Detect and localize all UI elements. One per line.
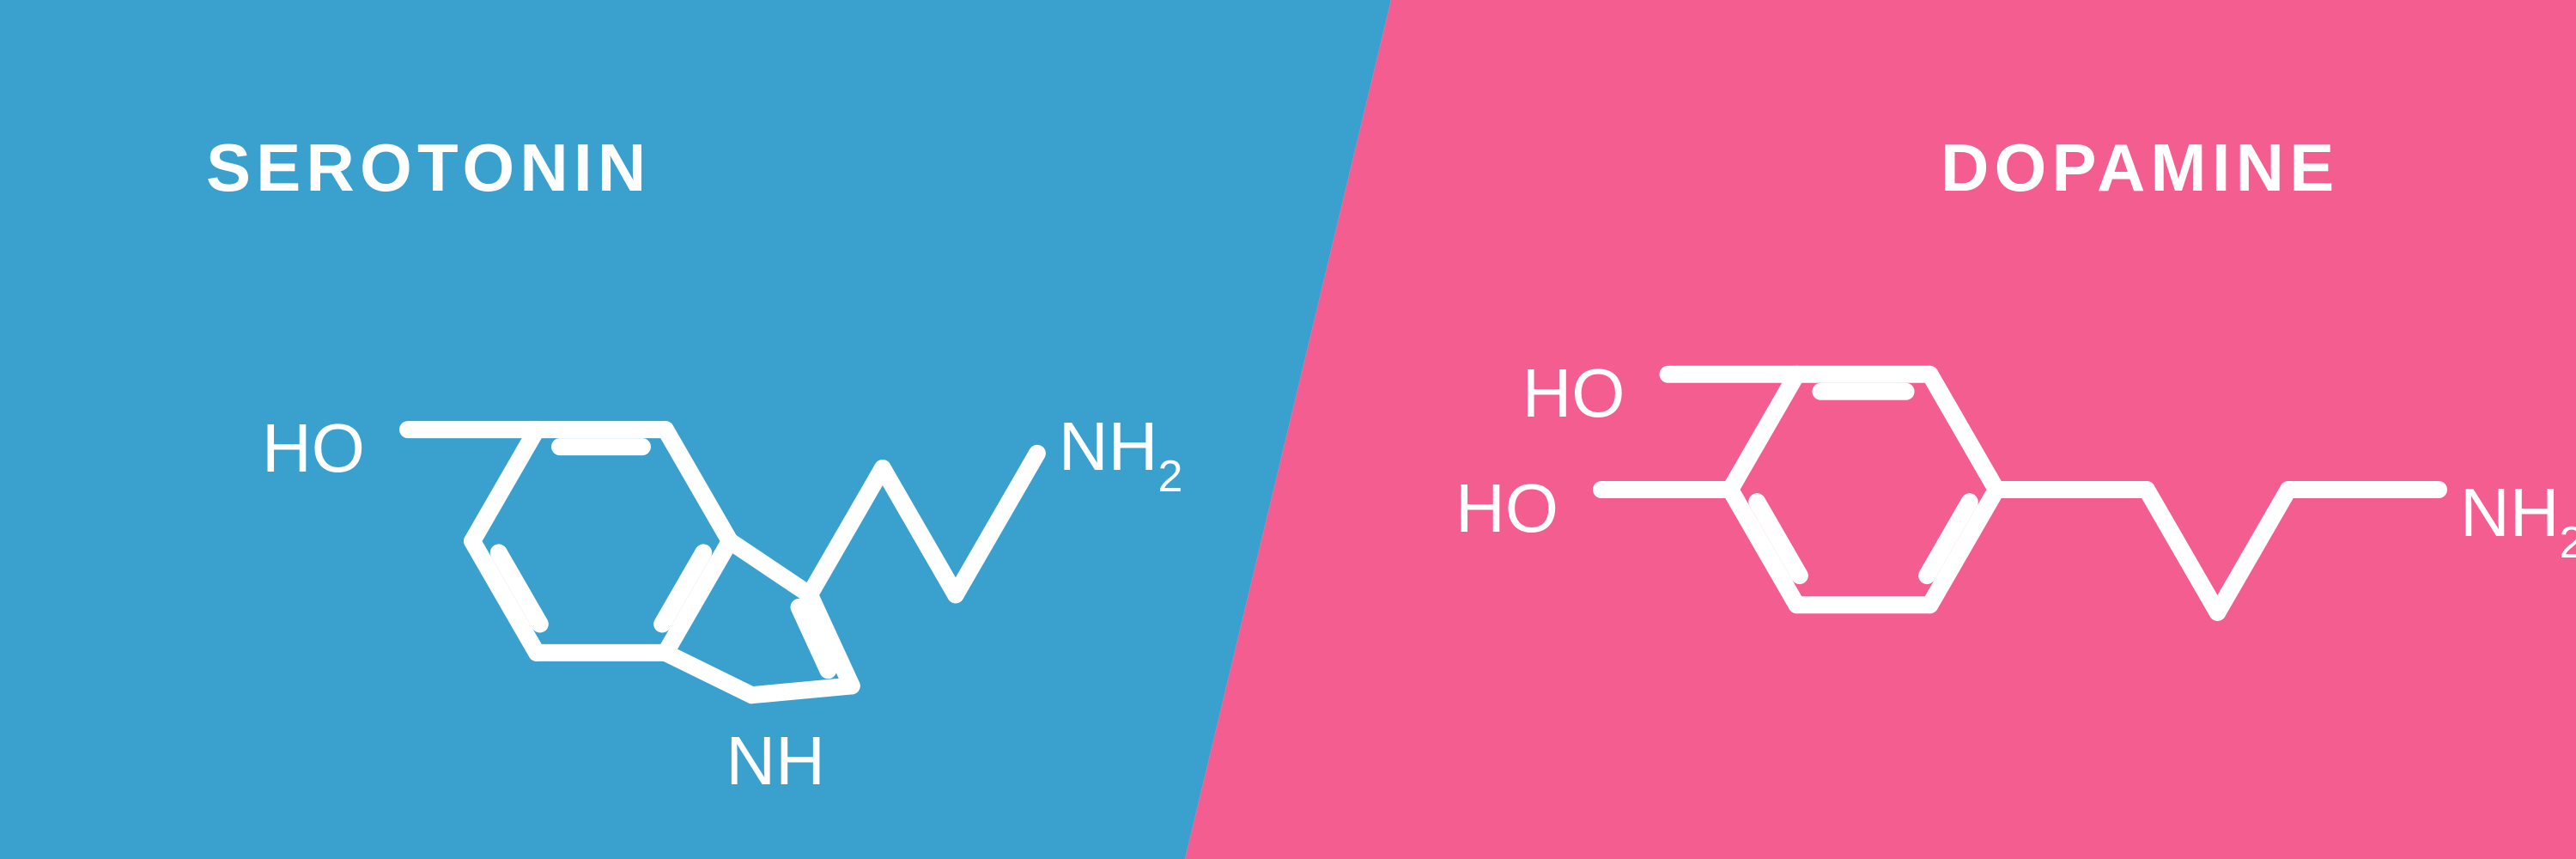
serotonin-label-nh: NH <box>726 722 825 801</box>
dopamine-structure <box>1460 215 2490 730</box>
dopamine-label-nh2: NH2 <box>2460 473 2576 562</box>
dopamine-label-ho-bottom: HO <box>1455 469 1558 548</box>
dopamine-title: DOPAMINE <box>1941 129 2340 207</box>
serotonin-label-nh2: NH2 <box>1059 407 1182 496</box>
infographic-canvas: SEROTONIN DOPAMINE HONHNH2HOHONH2 <box>0 0 2576 859</box>
dopamine-label-ho-top: HO <box>1522 354 1625 433</box>
serotonin-label-ho: HO <box>262 409 365 488</box>
